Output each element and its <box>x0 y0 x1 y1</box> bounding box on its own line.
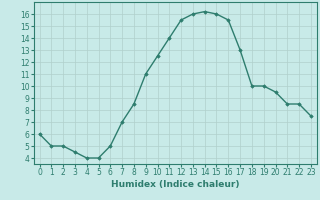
X-axis label: Humidex (Indice chaleur): Humidex (Indice chaleur) <box>111 180 239 189</box>
